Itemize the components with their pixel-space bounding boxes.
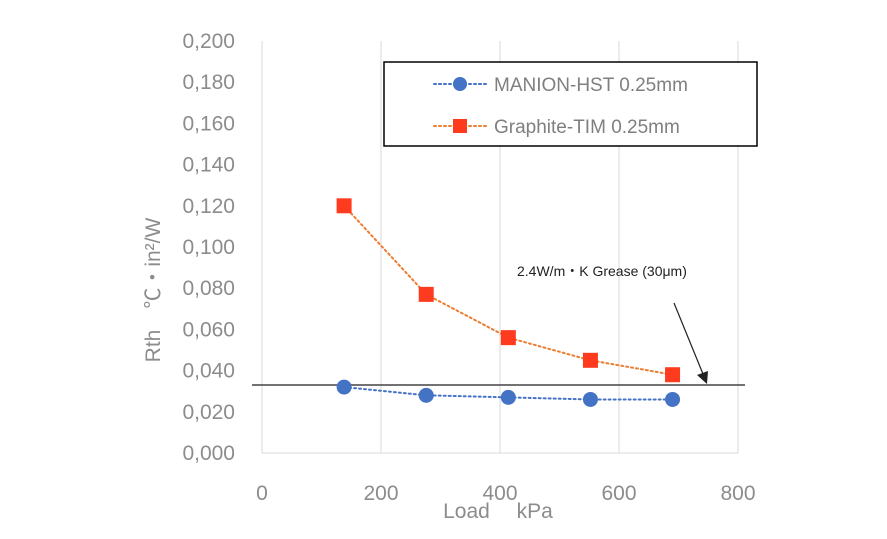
x-tick-label: 200: [363, 482, 398, 505]
y-tick-label: 0,200: [182, 30, 235, 53]
data-point-circle: [418, 387, 434, 403]
series-group: [336, 198, 681, 407]
y-tick-label: 0,140: [182, 154, 235, 177]
y-tick-label: 0,160: [182, 112, 235, 135]
y-tick-label: 0,080: [182, 277, 235, 300]
data-point-square: [665, 367, 681, 383]
legend-label: MANION-HST 0.25mm: [494, 75, 688, 96]
data-point-square: [336, 198, 352, 214]
legend-marker-circle: [453, 77, 467, 91]
legend-box: [383, 61, 758, 147]
data-point-circle: [582, 391, 598, 407]
data-point-square: [582, 352, 598, 368]
legend-marker-square: [453, 119, 467, 133]
reference-line-group: 2.4W/m・K Grease (30μm): [252, 263, 745, 386]
y-tick-label: 0,060: [182, 318, 235, 341]
y-tick-label: 0,120: [182, 195, 235, 218]
x-axis-title: Load kPa: [443, 500, 553, 523]
series-line-2: [343, 204, 674, 376]
legend: MANION-HST 0.25mm Graphite-TIM 0.25mm: [383, 61, 758, 147]
data-point-circle: [665, 391, 681, 407]
x-tick-label: 600: [601, 482, 636, 505]
y-axis-title: Rth ℃・in²/W: [142, 217, 165, 362]
annotation-arrow-head: [697, 371, 708, 384]
annotation-arrow-shaft: [673, 302, 704, 375]
y-tick-label: 0,040: [182, 360, 235, 383]
data-point-circle: [336, 379, 352, 395]
reference-line-label: 2.4W/m・K Grease (30μm): [517, 263, 687, 279]
tick-labels: 0 200 400 600 800 0,000 0,020 0,040 0,060 0,080 0,…: [182, 30, 755, 505]
y-tick-label: 0,020: [182, 401, 235, 424]
y-tick-label: 0,000: [182, 442, 235, 465]
legend-label: Graphite-TIM 0.25mm: [494, 117, 680, 138]
y-tick-label: 0,100: [182, 236, 235, 259]
x-tick-label: 400: [482, 482, 517, 505]
data-point-square: [418, 286, 434, 302]
y-tick-label: 0,180: [182, 71, 235, 94]
x-tick-label: 0: [256, 482, 268, 505]
x-tick-label: 800: [720, 482, 755, 505]
data-point-circle: [500, 389, 516, 405]
data-point-square: [500, 330, 516, 346]
